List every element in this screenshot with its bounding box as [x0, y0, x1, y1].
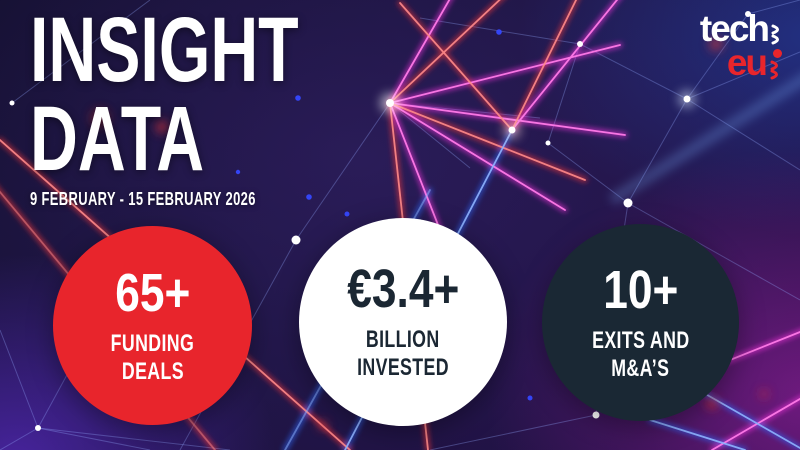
stat-label-line-2: DEALS	[121, 357, 184, 385]
stat-label-line-1: FUNDING	[110, 329, 195, 357]
stat-label-line-2: M&A’S	[611, 354, 670, 382]
page-title: INSIGHT DATA	[30, 0, 403, 190]
stat-circle-exits-mas: 10+ EXITS AND M&A’S	[542, 224, 739, 421]
signal-waves-white-icon	[771, 24, 779, 45]
logo-dot-icon	[772, 49, 782, 58]
stat-circle-billion-invested: €3.4+ BILLION INVESTED	[299, 218, 507, 426]
stat-circle-funding-deals: 65+ FUNDING DEALS	[53, 226, 252, 425]
stat-label-line-2: INVESTED	[357, 354, 449, 381]
date-range: 9 FEBRUARY - 15 FEBRUARY 2026	[30, 189, 256, 209]
stat-label-line-1: BILLION	[366, 326, 440, 353]
logo-text-tech: tech	[699, 8, 770, 49]
tech-eu-logo: tech eu	[700, 10, 786, 81]
stat-value: €3.4+	[346, 259, 460, 319]
stat-value: 65+	[114, 262, 191, 323]
logo-dot-and-waves	[768, 47, 786, 81]
logo-row-tech: tech	[700, 10, 786, 47]
title-line-1: INSIGHT	[30, 0, 299, 101]
signal-waves-red-icon	[770, 60, 778, 80]
logo-row-eu: eu	[700, 42, 786, 83]
stat-value: 10+	[602, 259, 679, 320]
title-line-2: DATA	[30, 88, 205, 190]
stat-label-line-1: EXITS AND	[591, 326, 690, 354]
logo-text-eu: eu	[726, 42, 768, 83]
